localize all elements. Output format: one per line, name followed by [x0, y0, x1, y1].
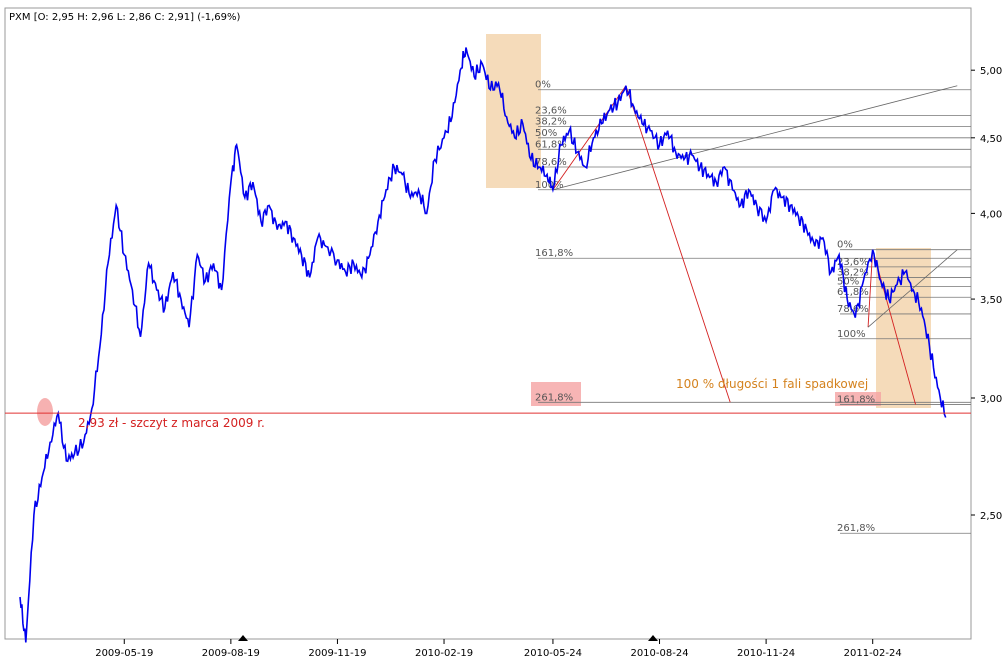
x-tick-label: 2009-05-19 [95, 648, 153, 659]
x-tick-label: 2010-05-24 [524, 648, 582, 659]
x-tick-label: 2010-08-24 [630, 648, 688, 659]
wave-line [867, 249, 874, 328]
y-tick-label: 4,00 [980, 209, 1002, 220]
fib-level-label: 23,6% [837, 257, 869, 268]
fib-level-label: 38,2% [837, 267, 869, 278]
fib-level-label: 261,8% [535, 392, 573, 403]
wave-lines [552, 85, 958, 405]
fib-level-label: 38,2% [535, 116, 567, 127]
fib-level-label: 100% [837, 329, 866, 340]
chart-header: PXM [O: 2,95 H: 2,96 L: 2,86 C: 2,91] (-… [9, 12, 241, 23]
y-axis: 2,50 3,00 3,50 4,00 4,50 5,00 [971, 66, 1002, 522]
fib-level-label: 78,6% [837, 304, 869, 315]
y-tick-label: 4,50 [980, 134, 1002, 145]
fib-level-label: 23,6% [535, 105, 567, 116]
fib-level-label: 50% [535, 128, 557, 139]
y-tick-label: 5,00 [980, 66, 1002, 77]
trend-line [867, 249, 958, 328]
wave-line [625, 85, 731, 403]
fib-level-label: 50% [837, 276, 859, 287]
fib-level-label: 100% [535, 180, 564, 191]
x-tick-label: 2009-11-19 [308, 648, 366, 659]
x-tick-label: 2009-08-19 [202, 648, 260, 659]
fib-level-label: 161,8% [837, 394, 875, 405]
x-tick-label: 2010-02-19 [415, 648, 473, 659]
fib-level-label: 261,8% [837, 523, 875, 534]
x-tick-label: 2010-11-24 [737, 648, 795, 659]
correction-zone-1 [486, 34, 541, 188]
y-tick-label: 3,00 [980, 394, 1002, 405]
trend-line [552, 85, 958, 191]
x-axis: 2009-05-19 2009-08-19 2009-11-19 2010-02-19… [95, 639, 902, 659]
annotation-wave-length: 100 % długości 1 fali spadkowej [676, 377, 868, 391]
fib-level-label: 78,6% [535, 157, 567, 168]
fib-level-label: 0% [837, 240, 853, 251]
x-axis-marker-2 [648, 635, 658, 641]
x-tick-label: 2011-02-24 [844, 648, 902, 659]
fibonacci-layer: 0%23,6%38,2%50%61,8%78,6%100%161,8%261,8… [535, 80, 971, 534]
fib-level-label: 61,8% [837, 287, 869, 298]
y-tick-label: 2,50 [980, 511, 1002, 522]
price-series-line [19, 47, 947, 643]
wave-line [872, 249, 916, 405]
fib-level-label: 61,8% [535, 139, 567, 150]
fib-level-label: 0% [535, 80, 551, 91]
y-tick-label: 3,50 [980, 295, 1002, 306]
fib-level-label: 161,8% [535, 248, 573, 259]
march-2009-peak-marker [37, 398, 53, 426]
annotation-march-peak: 2,93 zł - szczyt z marca 2009 r. [78, 416, 265, 430]
x-axis-marker-1 [238, 635, 248, 641]
